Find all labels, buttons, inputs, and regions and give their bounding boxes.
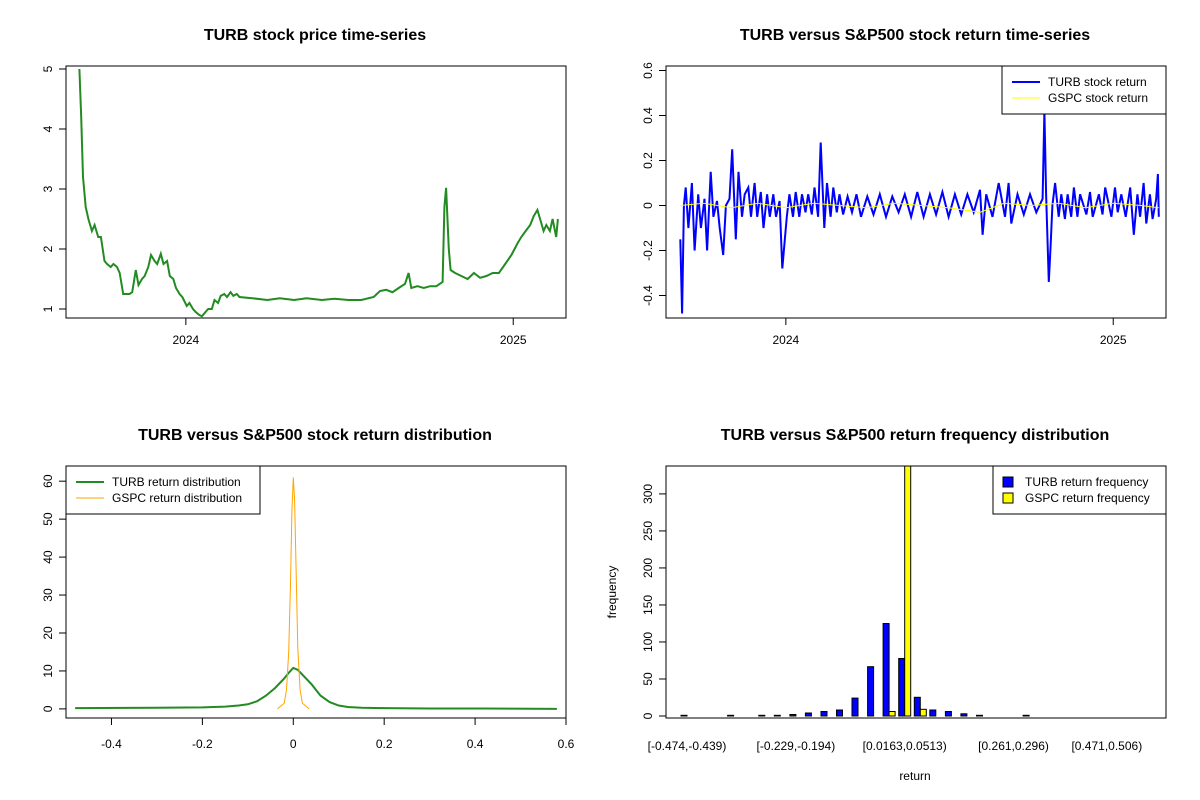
bar-turb <box>820 711 828 717</box>
plot-frame <box>665 465 1167 719</box>
bar-turb <box>727 714 735 717</box>
y-tick-label: 10 <box>41 664 55 678</box>
y-tick-label: 4 <box>41 125 55 132</box>
bar-turb <box>898 658 906 717</box>
legend-label: GSPC return frequency <box>1025 491 1150 505</box>
legend-label: TURB stock return <box>1048 75 1147 89</box>
bar-turb <box>836 709 843 717</box>
y-tick-label: 250 <box>641 521 655 541</box>
y-tick-label: 0.4 <box>641 107 655 124</box>
y-tick-label: 60 <box>41 474 55 488</box>
x-tick-label: 2025 <box>1100 333 1127 347</box>
density-line-turb <box>75 666 557 710</box>
y-tick-label: 0 <box>641 202 655 209</box>
y-tick-label: 40 <box>41 550 55 564</box>
bar-turb <box>804 712 812 717</box>
legend-box <box>992 465 1167 515</box>
y-tick-label: 50 <box>41 512 55 526</box>
legend-label: GSPC return distribution <box>112 491 242 505</box>
bar-turb <box>976 714 983 717</box>
chart-title: TURB versus S&P500 return frequency dist… <box>721 427 1110 444</box>
bar-turb <box>882 623 890 717</box>
y-tick-label: 0 <box>641 712 655 719</box>
bar-gspc <box>919 708 927 717</box>
y-tick-label: 0.2 <box>641 152 655 169</box>
bar-turb <box>1022 714 1030 717</box>
legend-box <box>1001 65 1167 115</box>
y-tick-label: 2 <box>41 245 55 252</box>
bar-turb <box>867 666 875 717</box>
y-tick-label: 150 <box>641 595 655 615</box>
plot-area: -0.4 -0.2 0 0.2 0.4 0.6 2024 2025 TURB stock ret… <box>641 62 1167 347</box>
y-tick-label: 200 <box>641 558 655 578</box>
plot-frame <box>665 65 1167 319</box>
y-tick-label: 5 <box>41 65 55 72</box>
x-tick-label: 0.6 <box>558 737 575 751</box>
plot-area: 0 10 20 30 40 50 60 -0.4 -0.2 0 0.2 0.4 0.6 TURB retu… <box>41 465 575 751</box>
bar-turb <box>680 714 688 717</box>
y-tick-label: 3 <box>41 185 55 192</box>
x-tick-label: 0.2 <box>376 737 393 751</box>
bar-gspc <box>904 465 912 717</box>
x-tick-label: 0 <box>290 737 297 751</box>
price-timeseries-chart: TURB stock price time-series 1 2 3 4 5 2024 20… <box>41 27 567 347</box>
legend-label: GSPC stock return <box>1048 91 1148 105</box>
x-tick-label: [0.471,0.506) <box>1071 739 1142 753</box>
x-tick-label: [0.261,0.296) <box>978 739 1049 753</box>
plot-frame <box>65 465 567 719</box>
plot-frame <box>65 65 567 319</box>
x-tick-label: 2024 <box>773 333 800 347</box>
legend-box <box>65 465 261 515</box>
x-tick-label: 2024 <box>173 333 200 347</box>
y-axis-label: frequency <box>605 566 619 619</box>
series-line-gspc <box>680 202 1159 213</box>
x-tick-label: 2025 <box>500 333 527 347</box>
y-tick-label: -0.4 <box>641 285 655 306</box>
return-timeseries-chart: TURB versus S&P500 stock return time-ser… <box>641 27 1167 347</box>
x-axis-label: return <box>899 769 930 783</box>
bar-turb <box>773 714 781 717</box>
bar-turb <box>758 714 766 717</box>
legend-swatch <box>1002 476 1014 488</box>
legend-swatch <box>1002 492 1014 504</box>
frequency-distribution-chart: TURB versus S&P500 return frequency dist… <box>605 427 1167 783</box>
y-tick-label: 300 <box>641 484 655 504</box>
bar-turb <box>929 709 937 717</box>
bar-turb <box>913 696 921 717</box>
bar-turb <box>851 697 859 717</box>
x-tick-label: [0.0163,0.0513) <box>863 739 947 753</box>
y-tick-label: 0 <box>41 705 55 712</box>
plot-area: 0 50 100 150 200 250 300 [-0.474,-0.439) [-0.229… <box>641 465 1167 753</box>
y-tick-label: 1 <box>41 305 55 312</box>
chart-title: TURB stock price time-series <box>204 27 426 44</box>
y-tick-label: 50 <box>641 672 655 686</box>
x-tick-label: -0.2 <box>192 737 213 751</box>
return-distribution-chart: TURB versus S&P500 stock return distribu… <box>41 427 575 751</box>
x-tick-label: -0.4 <box>101 737 122 751</box>
density-line-gspc <box>277 477 310 710</box>
y-tick-label: 30 <box>41 588 55 602</box>
legend-label: TURB return distribution <box>112 475 241 489</box>
x-tick-label: [-0.474,-0.439) <box>648 739 727 753</box>
y-tick-label: 0.6 <box>641 62 655 79</box>
y-tick-label: 20 <box>41 626 55 640</box>
bar-turb <box>944 711 952 717</box>
legend-label: TURB return frequency <box>1025 475 1148 489</box>
bar-turb <box>960 713 968 717</box>
x-tick-label: [-0.229,-0.194) <box>756 739 835 753</box>
x-tick-label: 0.4 <box>467 737 484 751</box>
chart-title: TURB versus S&P500 stock return time-ser… <box>740 27 1090 44</box>
y-tick-label: 100 <box>641 632 655 652</box>
series-line-price <box>78 68 559 318</box>
chart-title: TURB versus S&P500 stock return distribu… <box>138 427 492 444</box>
bar-turb <box>789 714 797 717</box>
y-tick-label: -0.2 <box>641 240 655 261</box>
plot-area: 1 2 3 4 5 2024 2025 <box>41 65 567 347</box>
bar-gspc <box>888 711 896 717</box>
